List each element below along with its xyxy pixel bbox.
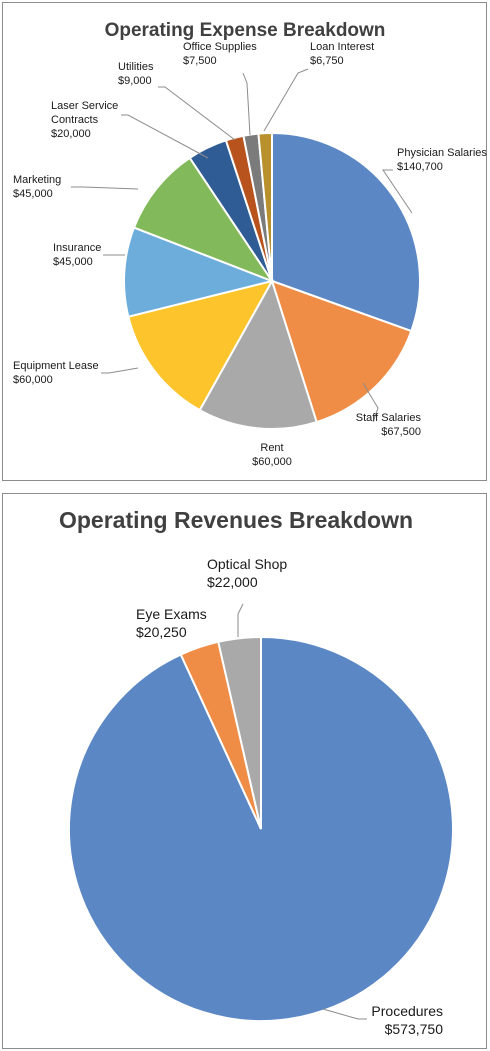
slice-label-procedures: Procedures: [371, 1003, 443, 1019]
slice-value-laser-service-contracts: $20,000: [51, 128, 91, 140]
slice-label-loan-interest: Loan Interest: [310, 41, 374, 53]
leader-line-optical-shop: [237, 603, 244, 637]
slice-value-optical-shop: $22,000: [207, 574, 258, 590]
leader-line-utilities: [158, 86, 236, 141]
slice-label-rent: Rent: [260, 442, 283, 454]
slice-value-eye-exams: $20,250: [136, 624, 187, 640]
revenue-pie-chart: Operating Revenues Breakdown Procedures $…: [59, 507, 454, 1037]
expense-pie-chart: Operating Expense Breakdown Physician Sa…: [13, 20, 487, 468]
slice-label-staff-salaries: Staff Salaries: [356, 412, 422, 424]
pie-slice-equipment-lease: [127, 279, 275, 412]
slice-label-insurance: Insurance: [53, 242, 101, 254]
leader-line-loan-interest: [263, 68, 309, 132]
slice-label-optical-shop: Optical Shop: [207, 556, 287, 572]
slice-label-marketing: Marketing: [13, 174, 61, 186]
leader-line-physician-salaries: [382, 169, 413, 214]
slice-label-eye-exams: Eye Exams: [136, 606, 207, 622]
slice-label-office-supplies: Office Supplies: [183, 41, 257, 53]
slice-value-loan-interest: $6,750: [310, 55, 344, 67]
leader-line-procedures: [322, 1008, 367, 1020]
slice-label-laser-service-contracts: Contracts: [51, 114, 99, 126]
pie-slice-loan-interest: [257, 131, 273, 282]
slice-value-office-supplies: $7,500: [183, 55, 217, 67]
leader-line-marketing: [71, 186, 139, 190]
leader-line-office-supplies: [242, 72, 251, 136]
slice-label-laser-service-contracts: Laser Service: [51, 100, 118, 112]
pie-labels: Physician Salaries $140,700 Staff Salaries…: [13, 41, 487, 468]
slice-value-insurance: $45,000: [53, 256, 93, 268]
leader-line-laser-service-contracts: [121, 114, 209, 159]
revenue-chart-title: Operating Revenues Breakdown: [59, 507, 413, 533]
expense-chart-title: Operating Expense Breakdown: [105, 20, 386, 41]
leader-line-staff-salaries: [362, 382, 379, 423]
slice-label-utilities: Utilities: [118, 61, 154, 73]
slice-value-rent: $60,000: [252, 456, 292, 468]
pie-slices: [67, 635, 454, 1022]
pie-slice-optical-shop: [217, 635, 262, 830]
slice-value-procedures: $573,750: [385, 1021, 444, 1037]
pie-slice-marketing: [132, 156, 275, 284]
slice-value-equipment-lease: $60,000: [13, 374, 53, 386]
slice-value-physician-salaries: $140,700: [397, 161, 443, 173]
slice-value-utilities: $9,000: [118, 75, 152, 87]
slice-label-equipment-lease: Equipment Lease: [13, 360, 99, 372]
pie-slice-insurance: [123, 226, 276, 318]
pie-slice-staff-salaries: [270, 279, 413, 424]
slice-value-marketing: $45,000: [13, 188, 53, 200]
leader-line-equipment-lease: [101, 367, 139, 374]
expense-chart-panel: Operating Expense Breakdown Physician Sa…: [2, 2, 487, 481]
revenue-chart-panel: Operating Revenues Breakdown Procedures $…: [2, 493, 487, 1049]
pie-slice-rent: [198, 278, 318, 430]
slice-value-staff-salaries: $67,500: [381, 426, 421, 438]
pie-slices: [123, 131, 421, 430]
pie-slice-physician-salaries: [271, 131, 421, 333]
pie-labels: Procedures $573,750 Eye Exams $20,250 Optica…: [136, 556, 443, 1037]
slice-label-physician-salaries: Physician Salaries: [397, 147, 487, 159]
